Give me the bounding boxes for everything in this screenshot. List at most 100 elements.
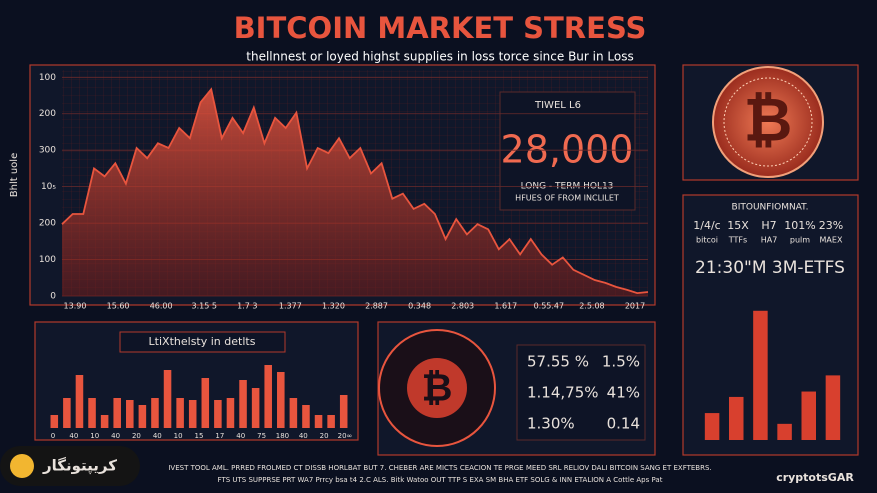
- info-title: BITOUNFIOMNAT.: [732, 203, 809, 213]
- bar: [753, 310, 768, 440]
- x-tick-label: 2.887: [365, 302, 388, 311]
- x-tick-label: 10: [90, 432, 99, 440]
- bar: [88, 398, 96, 428]
- bar: [264, 365, 272, 428]
- x-tick-label: 17: [215, 432, 224, 440]
- info-cell: 15X: [727, 219, 749, 232]
- x-tick-label: 15: [195, 432, 204, 440]
- info-cell: H7: [761, 219, 776, 232]
- x-tick-label: 0: [51, 432, 55, 440]
- x-tick-label: 3.15 5: [192, 302, 217, 311]
- y-tick-label: 10₅: [41, 182, 56, 192]
- bar: [302, 405, 310, 428]
- stats-caption: HFUES OF FROM INCLILET: [515, 194, 619, 203]
- line: [61, 87, 649, 295]
- x-tick-label: 40: [299, 432, 308, 440]
- bar: [729, 396, 744, 440]
- bar: [163, 370, 172, 428]
- bar: [126, 400, 134, 428]
- bar: [138, 405, 147, 428]
- mid-stat: 41%: [607, 384, 640, 402]
- info-cell: 1/4/c: [693, 219, 720, 232]
- x-tick-label: 2.803: [451, 302, 474, 311]
- logo-badge: [0, 446, 140, 486]
- title: BITCOIN MARKET STRESS: [234, 11, 647, 45]
- footer-line: FTS UTS SUPPRSE PRT WA7 Prrcy bsa t4 2.C…: [218, 476, 663, 484]
- x-tick-label: 0.348: [408, 302, 431, 311]
- bar: [777, 423, 792, 440]
- info-subcell: HA7: [761, 236, 778, 245]
- y-tick-label: 100: [39, 73, 56, 83]
- x-tick-label: 180: [276, 432, 289, 440]
- info-subcell: bitcoi: [696, 236, 718, 245]
- bar: [226, 398, 235, 428]
- x-tick-label: 2017: [625, 302, 645, 311]
- mid-stat: 0.14: [607, 415, 640, 433]
- mid-stat: 1.5%: [602, 353, 640, 371]
- coin-symbol: ₿: [744, 86, 793, 156]
- x-tick-label: 40: [153, 432, 162, 440]
- bar: [339, 395, 348, 428]
- x-tick-label: 40: [69, 432, 78, 440]
- y-tick-label: 200: [39, 109, 56, 119]
- bar: [113, 398, 121, 428]
- logo-text: کریپتونگار: [42, 457, 117, 476]
- bar: [277, 372, 285, 428]
- info-clock: 21:30"M 3M-ETFS: [695, 258, 845, 278]
- bar: [289, 398, 298, 428]
- coin: [712, 66, 824, 178]
- info-cell: 23%: [819, 219, 843, 232]
- x-tick-label: 1.617: [494, 302, 517, 311]
- y-tick-label: 0: [50, 292, 56, 302]
- info-subcell: TTFs: [728, 236, 747, 245]
- y-axis-label: Bhlt uole: [9, 153, 20, 197]
- x-tick-label: 20∞: [338, 432, 353, 440]
- brand: cryptotsGAR: [776, 471, 854, 484]
- footer-line: IVEST TOOL AML. PRRED FROLMED CT DISSB H…: [168, 464, 711, 472]
- info-cell: 101%: [784, 219, 815, 232]
- x-tick-label: 40: [111, 432, 120, 440]
- bar: [214, 400, 222, 428]
- x-tick-label: 2.5.08: [579, 302, 604, 311]
- info-subcell: pulm: [790, 236, 810, 245]
- info-subcell: MAEX: [820, 236, 843, 245]
- subtitle: thellnnest or loyed highst supplies in l…: [246, 50, 633, 64]
- stats-value: 28,000: [501, 128, 634, 172]
- x-tick-label: 46.00: [150, 302, 173, 311]
- coin-ring: [723, 77, 813, 167]
- bar: [176, 398, 184, 428]
- bar: [801, 391, 816, 440]
- x-tick-label: 15.60: [107, 302, 130, 311]
- mid-stat: 1.14,75%: [527, 384, 599, 402]
- bar: [188, 400, 197, 428]
- bar: [251, 388, 260, 428]
- coin-symbol: ₿: [422, 366, 453, 410]
- x-tick-label: 20: [320, 432, 329, 440]
- x-tick-label: 13.90: [64, 302, 87, 311]
- bar: [151, 398, 159, 428]
- coin-inner: [407, 358, 467, 418]
- x-tick-label: 75: [257, 432, 266, 440]
- bar-title: LtiXthelsty in detlts: [149, 335, 256, 348]
- bar-title-box: [119, 331, 286, 353]
- bar: [100, 415, 109, 428]
- mid-stat: 1.30%: [527, 415, 575, 433]
- logo-icon: [10, 454, 34, 478]
- y-tick-label: 300: [39, 146, 56, 156]
- stats-box: [499, 91, 636, 211]
- stats-label: TIWEL L6: [534, 100, 581, 111]
- bar: [314, 415, 323, 428]
- bar: [825, 375, 841, 440]
- y-tick-label: 100: [39, 255, 56, 265]
- mid-stat: 57.55 %: [527, 353, 589, 371]
- x-tick-label: 10: [174, 432, 183, 440]
- x-tick-label: 0.55.47: [534, 302, 565, 311]
- mid-stats-box: [516, 344, 646, 441]
- bar: [201, 378, 210, 428]
- bar: [63, 398, 71, 428]
- y-tick-label: 200: [39, 219, 56, 229]
- bar: [704, 413, 720, 440]
- x-tick-label: 40: [236, 432, 245, 440]
- x-tick-label: 1.320: [322, 302, 345, 311]
